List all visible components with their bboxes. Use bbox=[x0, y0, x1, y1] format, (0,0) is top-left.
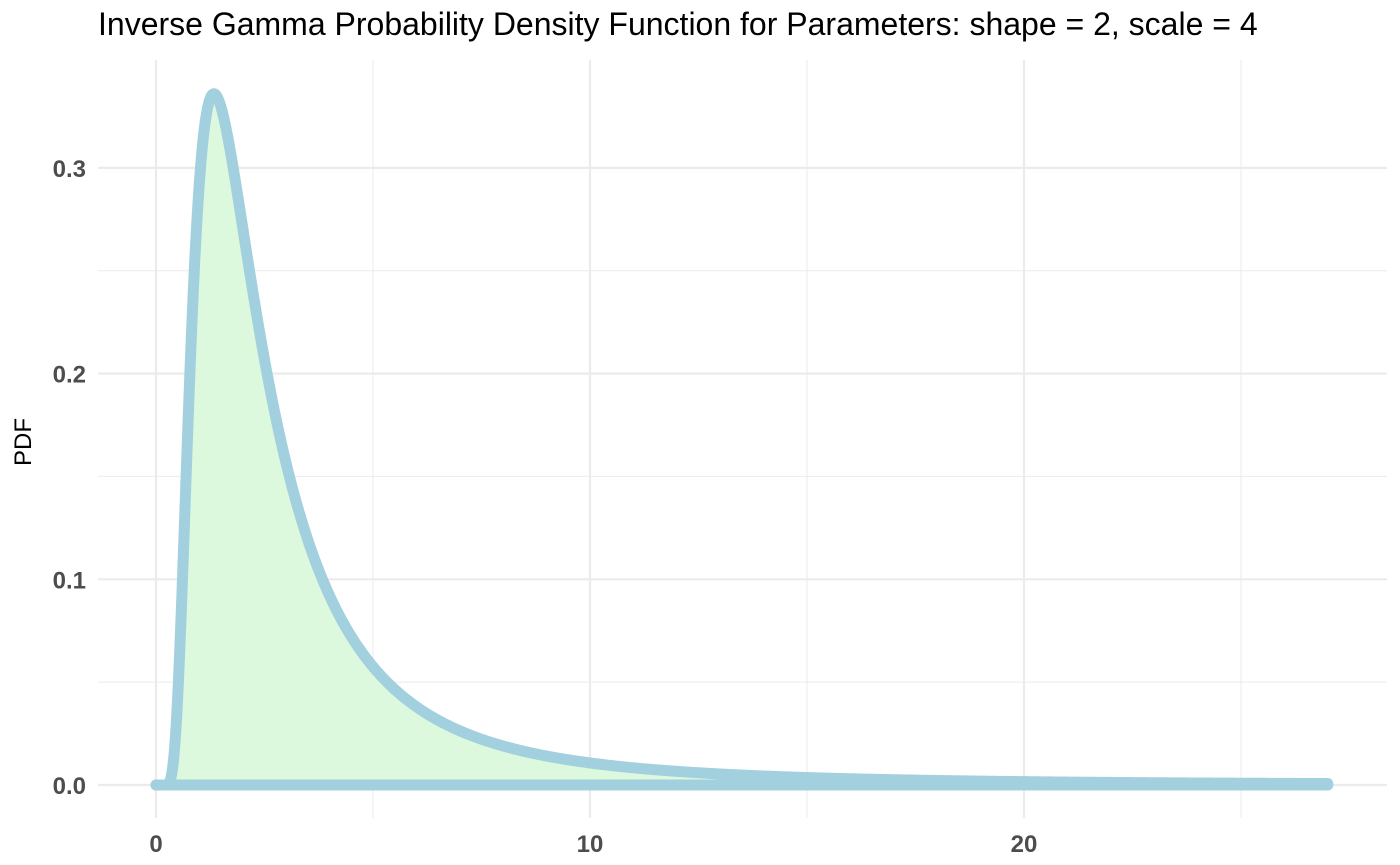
x-tick-label: 0 bbox=[149, 831, 162, 858]
x-tick-label: 20 bbox=[1011, 831, 1038, 858]
x-axis-ticks: 0 10 20 bbox=[149, 831, 1037, 858]
x-tick-label: 10 bbox=[577, 831, 604, 858]
y-tick-label: 0.3 bbox=[53, 156, 86, 183]
density-area-fill bbox=[156, 93, 1328, 785]
density-area bbox=[156, 93, 1328, 785]
y-axis-ticks: 0.0 0.1 0.2 0.3 bbox=[53, 156, 86, 800]
chart-title: Inverse Gamma Probability Density Functi… bbox=[98, 6, 1258, 42]
y-tick-label: 0.1 bbox=[53, 567, 86, 594]
y-tick-label: 0.2 bbox=[53, 362, 86, 389]
density-curve bbox=[150, 88, 1334, 791]
y-tick-label: 0.0 bbox=[53, 773, 86, 800]
density-curve-line bbox=[150, 88, 1334, 791]
